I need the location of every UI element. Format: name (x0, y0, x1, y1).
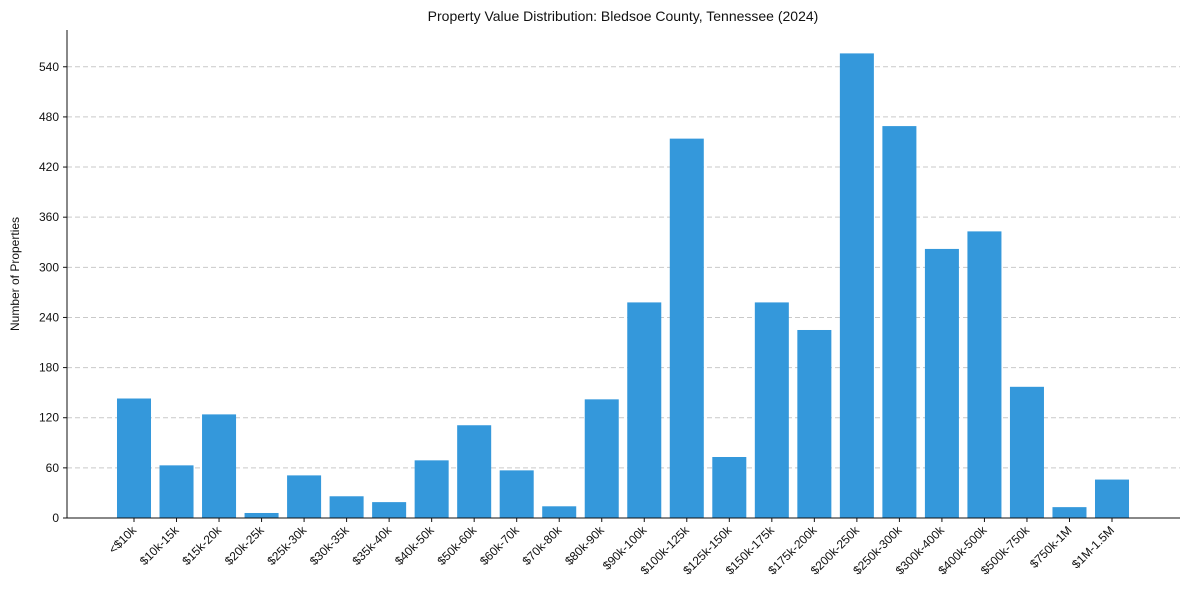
y-tick-label: 360 (39, 210, 59, 224)
bar-14 (669, 138, 704, 519)
x-tick-label: $10k-15k (137, 523, 183, 569)
bar-13 (627, 302, 662, 518)
y-tick-label: 480 (39, 110, 59, 124)
x-tick-label: $15k-20k (179, 523, 225, 569)
bar-2 (159, 465, 194, 518)
bar-24 (1094, 479, 1130, 518)
chart-title: Property Value Distribution: Bledsoe Cou… (428, 8, 819, 24)
y-tick-label: 180 (39, 361, 59, 375)
bar-8 (414, 460, 449, 518)
bar-19 (882, 126, 917, 519)
y-tick-label: 60 (46, 461, 60, 475)
bar-20 (924, 248, 959, 518)
y-tick-label: 540 (39, 60, 59, 74)
x-tick-label: $25k-30k (264, 523, 310, 569)
x-tick-label: $750k-1M (1027, 523, 1075, 571)
x-tick-label: $35k-40k (349, 523, 395, 569)
bar-1 (116, 398, 152, 518)
x-tick-label: $20k-25k (222, 523, 268, 569)
bar-11 (542, 506, 577, 518)
y-axis-label: Number of Properties (8, 217, 22, 331)
y-tick-label: 300 (39, 260, 59, 274)
bar-10 (499, 470, 534, 518)
bar-5 (287, 475, 322, 518)
bar-18 (839, 53, 874, 519)
x-tick-label: $30k-35k (307, 523, 353, 569)
bar-21 (967, 231, 1002, 519)
bar-6 (329, 496, 364, 518)
axes-layer (66, 30, 1180, 519)
bar-23 (1052, 507, 1087, 518)
y-tick-label: 420 (39, 160, 59, 174)
x-tick-label: $40k-50k (392, 523, 438, 569)
bars-layer (116, 53, 1130, 519)
bar-3 (202, 414, 237, 518)
bar-9 (457, 425, 492, 518)
bar-22 (1009, 386, 1044, 518)
bar-17 (797, 329, 832, 518)
bar-15 (712, 457, 747, 518)
y-tick-label: 120 (39, 411, 59, 425)
bar-12 (584, 399, 619, 518)
grid-layer (67, 66, 1180, 469)
x-tick-label: $60k-70k (477, 523, 523, 569)
x-tick-label: <$10k (106, 523, 140, 557)
bar-7 (372, 502, 407, 518)
bar-16 (754, 302, 789, 518)
y-tick-label: 240 (39, 310, 59, 324)
x-tick-label: $50k-60k (434, 523, 480, 569)
y-tick-label: 0 (52, 511, 59, 525)
x-tick-label: $70k-80k (520, 523, 566, 569)
bar-4 (244, 512, 279, 518)
x-tick-label: $1M-1.5M (1069, 523, 1117, 571)
